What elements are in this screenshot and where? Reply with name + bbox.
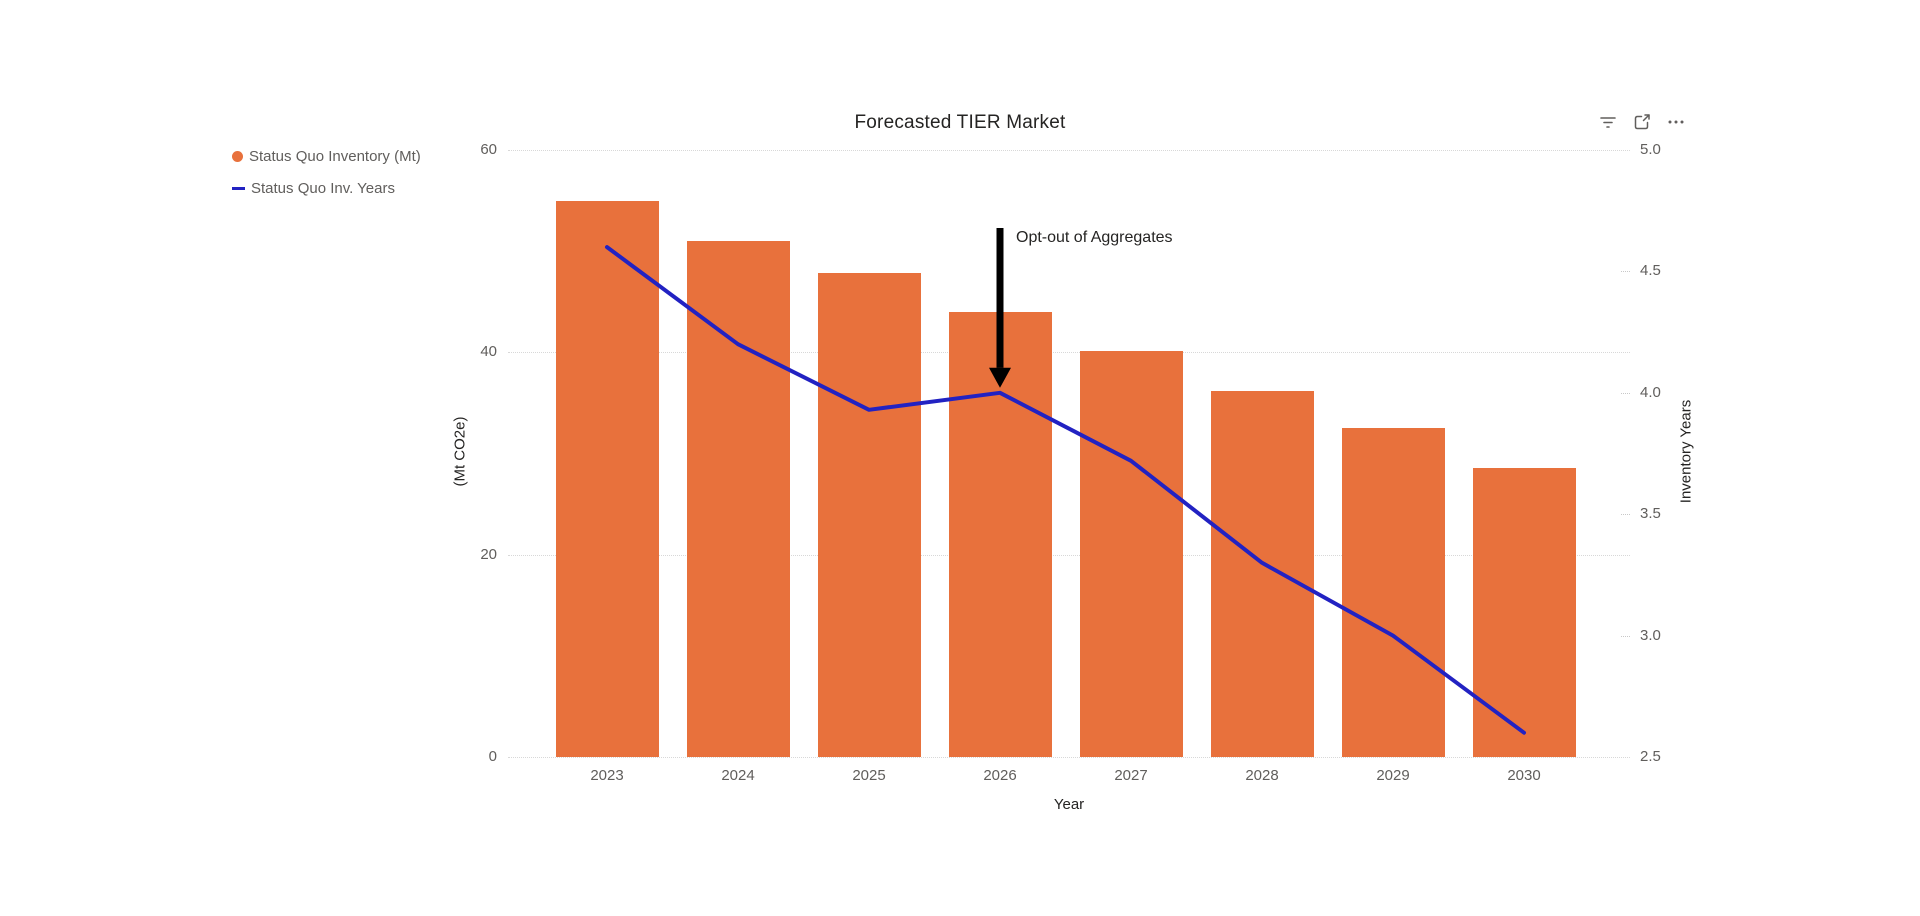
x-axis-tick-label: 2023: [590, 767, 624, 784]
legend-label: Status Quo Inv. Years: [251, 179, 395, 197]
right-axis-tick-label: 4.0: [1640, 383, 1661, 401]
x-axis-title: Year: [1053, 796, 1085, 813]
bar-2028[interactable]: [1210, 390, 1314, 757]
filter-icon[interactable]: [1596, 110, 1620, 134]
gridline: [508, 352, 1630, 354]
right-axis-tick-label: 3.0: [1640, 626, 1661, 644]
bar-2029[interactable]: [1341, 428, 1445, 757]
gridline: [508, 150, 1630, 151]
x-axis-tick-label: 2025: [852, 767, 886, 784]
right-axis-minor-tick: [1621, 271, 1630, 273]
bar-2025[interactable]: [817, 273, 921, 757]
legend-line-swatch: [232, 186, 245, 190]
left-axis-tick-label: 60: [480, 141, 497, 158]
right-axis-tick-label: 4.5: [1640, 262, 1661, 280]
right-axis-minor-tick: [1621, 514, 1630, 516]
legend-label: Status Quo Inventory (Mt): [249, 147, 421, 165]
legend-item-inventory[interactable]: Status Quo Inventory (Mt): [232, 146, 421, 166]
bar-2027[interactable]: [1079, 351, 1183, 757]
right-axis-tick-label: 3.5: [1640, 505, 1661, 523]
right-axis-minor-tick: [1621, 392, 1630, 394]
gridline: [508, 757, 1630, 758]
right-axis-minor-tick: [1621, 635, 1630, 637]
annotation-label: Opt-out of Aggregates: [1016, 229, 1173, 246]
chart-title: Forecasted TIER Market: [854, 112, 1066, 133]
left-axis-tick-label: 0: [488, 748, 497, 765]
open-in-new-window-icon[interactable]: [1630, 110, 1654, 134]
legend-bar-swatch: [232, 150, 243, 162]
right-axis-tick-label: 5.0: [1640, 141, 1661, 158]
x-axis-tick-label: 2029: [1376, 767, 1410, 784]
line-series-inv-years[interactable]: [605, 245, 1526, 735]
x-axis-tick-label: 2030: [1507, 767, 1541, 784]
right-axis-title: Inventory Years: [1677, 399, 1695, 504]
left-axis-tick-label: 20: [480, 545, 497, 563]
right-axis-tick-label: 2.5: [1640, 748, 1661, 765]
x-axis-tick-label: 2024: [721, 767, 755, 784]
x-axis-tick-label: 2026: [983, 767, 1017, 784]
x-axis-tick-label: 2028: [1245, 767, 1279, 784]
legend-item-inv-years[interactable]: Status Quo Inv. Years: [232, 178, 395, 198]
visual-header-toolbar: [1596, 110, 1688, 134]
bar-2030[interactable]: [1472, 467, 1576, 757]
bar-2023[interactable]: [555, 200, 659, 757]
more-options-icon[interactable]: [1664, 110, 1688, 134]
bar-2024[interactable]: [686, 241, 790, 757]
bar-2026[interactable]: [948, 311, 1052, 757]
gridline: [508, 554, 1630, 556]
left-axis-title: (Mt CO2e): [451, 416, 469, 487]
x-axis-tick-label: 2027: [1114, 767, 1148, 784]
left-axis-tick-label: 40: [480, 343, 497, 361]
